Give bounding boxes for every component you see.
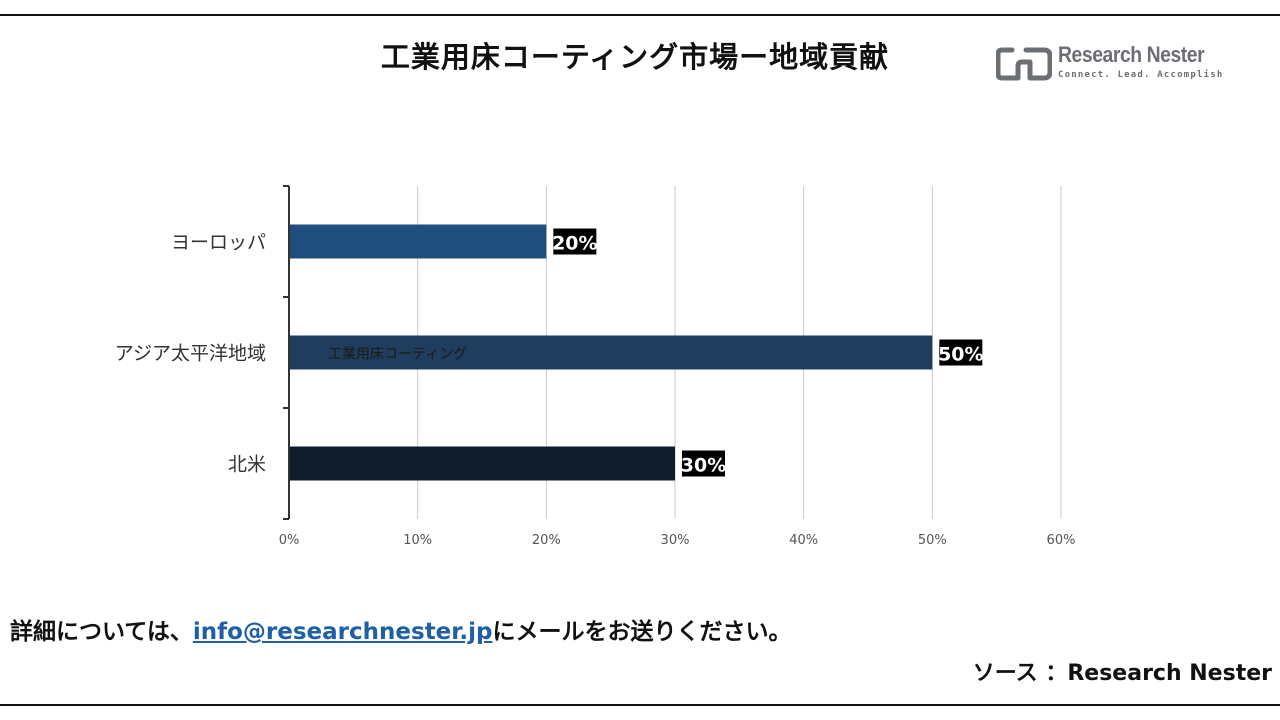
contact-suffix: にメールをお送りください。 [492, 619, 792, 645]
contact-prefix: 詳細については、 [10, 619, 193, 645]
y-category-label: 北米 [228, 454, 266, 476]
data-label: 20% [552, 233, 597, 255]
contact-note: 詳細については、info@researchnester.jpにメールをお送りくだ… [10, 612, 791, 646]
x-tick-label: 40% [789, 533, 818, 548]
bar-chart: 0% 10% 20% 30% 40% 50% 60% ヨーロッパ 20% アジア太平洋地域 50% 北… [115, 185, 1076, 548]
bar-layer [290, 224, 933, 481]
page-title: 工業用床コーティング市場ー地域貢献 [380, 40, 890, 74]
axis-layer [283, 185, 290, 520]
logo-name: Research Nester [1058, 42, 1205, 67]
bar [290, 446, 675, 481]
bar [290, 224, 547, 259]
label-layer: 0% 10% 20% 30% 40% 50% 60% ヨーロッパ 20% アジア太平洋地域 50% 北… [115, 228, 1076, 548]
x-tick-label: 50% [918, 533, 947, 548]
data-label-bg [553, 228, 597, 255]
logo-tagline: Connect. Lead. Accomplish [1058, 70, 1224, 80]
y-category-label: アジア太平洋地域 [115, 343, 266, 365]
x-tick-label: 60% [1047, 533, 1076, 548]
contact-email-link[interactable]: info@researchnester.jp [192, 619, 493, 645]
data-label: 50% [938, 344, 983, 366]
bar [290, 335, 933, 370]
data-label: 30% [681, 455, 726, 477]
y-category-label: ヨーロッパ [171, 232, 266, 254]
top-rule [0, 14, 1280, 16]
x-tick-label: 20% [532, 533, 561, 548]
x-tick-label: 10% [403, 533, 432, 548]
x-tick-label: 30% [661, 533, 690, 548]
data-label-bg [682, 450, 725, 477]
data-label-bg [939, 339, 983, 366]
bottom-rule [0, 704, 1280, 706]
bar-annotation: 工業用床コーティング [328, 347, 467, 363]
source-credit: ソース ：Research Nester [972, 661, 1272, 686]
logo-mark-icon [996, 47, 1052, 81]
research-nester-logo: Research Nester Connect. Lead. Accomplis… [996, 42, 1222, 84]
x-tick-label: 0% [279, 533, 300, 548]
